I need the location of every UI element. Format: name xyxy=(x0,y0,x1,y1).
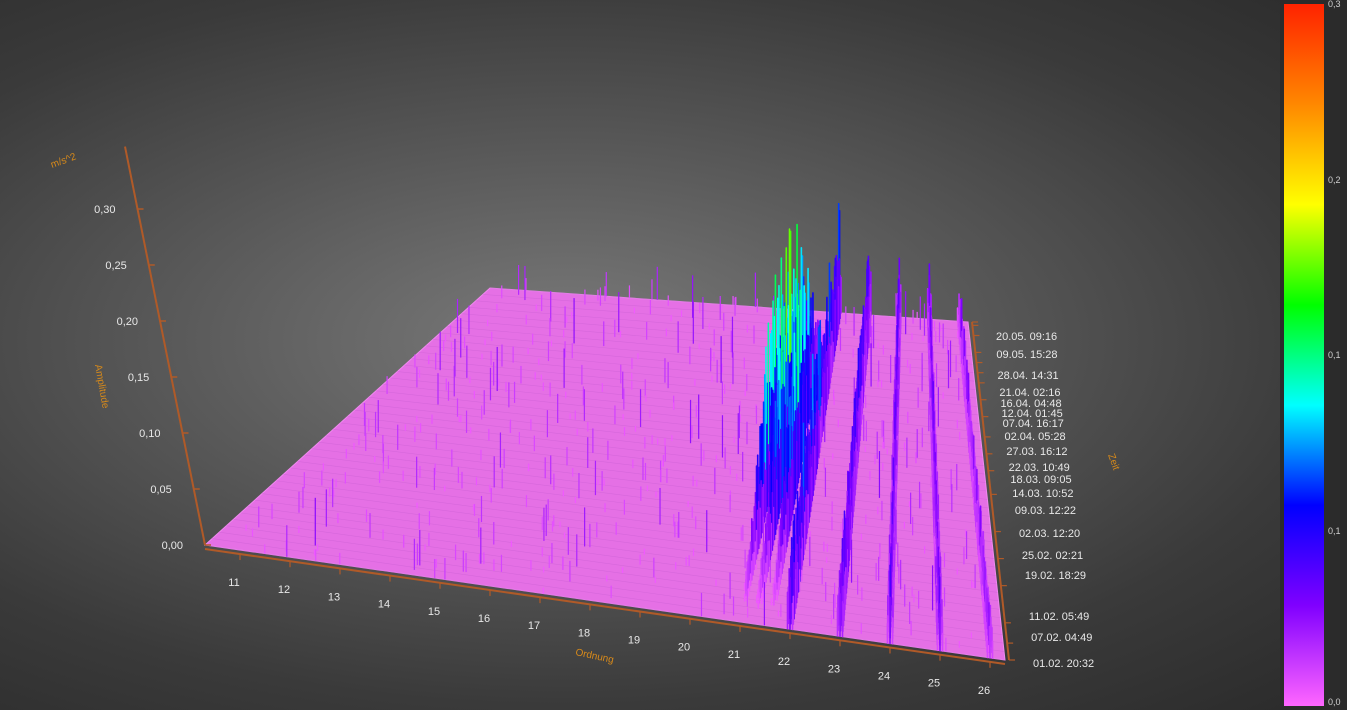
z-axis-tick-label: 01.02. 20:32 xyxy=(1033,658,1094,670)
z-axis-tick-label: 11.02. 05:49 xyxy=(1029,611,1089,623)
z-axis-tick-label: 20.05. 09:16 xyxy=(996,331,1057,343)
surface-ridge-line xyxy=(440,332,975,382)
surface-ridge-line xyxy=(311,448,992,534)
z-axis-line xyxy=(971,321,1010,661)
surface-ridge-line xyxy=(283,474,995,568)
y-axis-tick-label: 0,20 xyxy=(117,316,138,328)
y-axis-tick-label: 0,25 xyxy=(105,260,126,272)
surface-ridge-line xyxy=(361,403,985,475)
y-axis-tick-label: 0,30 xyxy=(94,204,115,216)
z-axis-label: Zeit xyxy=(1105,452,1121,472)
surface-ridge-line xyxy=(304,454,993,542)
surface-plot: 0,00 0,05 0,10 0,15 0,20 0,25 0,30 Amplitude m/s… xyxy=(49,146,1121,697)
z-axis-tick-label: 09.03. 12:22 xyxy=(1015,505,1076,517)
surface-ridge-line xyxy=(261,493,998,593)
z-axis-tick-label: 02.03. 12:20 xyxy=(1019,528,1080,540)
surface-ridge-line xyxy=(461,313,972,357)
z-axis-tick-label: 07.02. 04:49 xyxy=(1031,632,1092,644)
z-axis-tick-label: 07.04. 16:17 xyxy=(1003,418,1064,430)
x-axis-label: Ordnung xyxy=(574,647,614,666)
surface xyxy=(204,202,1006,661)
surface-ridge-line xyxy=(432,339,976,390)
x-axis-tick-label: 19 xyxy=(628,635,640,647)
surface-ridge-line xyxy=(276,480,996,576)
x-axis-tick-label: 22 xyxy=(778,656,790,668)
x-axis-tick-label: 25 xyxy=(928,678,940,690)
z-axis-tick-label: 14.03. 10:52 xyxy=(1012,488,1073,500)
x-axis-line xyxy=(204,548,1006,665)
z-axis-tick-label: 02.04. 05:28 xyxy=(1005,431,1066,443)
surface-base-plane xyxy=(203,287,1006,661)
x-axis-tick-label: 14 xyxy=(378,599,390,611)
x-axis-tick-label: 15 xyxy=(428,606,440,618)
color-scale-tick-label: 0,3 xyxy=(1328,0,1341,9)
surface-ridge-line xyxy=(212,538,1005,652)
x-axis-tick-label: 26 xyxy=(978,685,990,697)
x-axis-tick-label: 23 xyxy=(828,663,840,675)
color-scale-tick-label: 0,1 xyxy=(1328,350,1341,360)
surface-ridge-line xyxy=(482,294,969,331)
surface-ridge-line xyxy=(226,525,1003,635)
x-axis-tick-label: 13 xyxy=(328,591,340,603)
z-axis-tick-label: 22.03. 10:49 xyxy=(1009,462,1070,474)
surface-ridge-line xyxy=(468,306,971,348)
surface-ridge-line xyxy=(233,519,1002,627)
surface-ridge-line xyxy=(297,461,994,551)
surface-ridge-line xyxy=(290,467,994,559)
surface-ridge-line xyxy=(240,512,1001,619)
surface-ridge-line xyxy=(411,358,979,416)
z-axis-tick-label: 16.04. 04:48 xyxy=(1000,398,1061,410)
x-axis-tick-label: 17 xyxy=(528,620,540,632)
x-axis-tick-label: 11 xyxy=(228,577,239,589)
z-axis-tick-label: 25.02. 02:21 xyxy=(1022,550,1083,562)
x-axis-tick-label: 12 xyxy=(278,584,290,596)
x-axis-tick-label: 21 xyxy=(728,649,740,661)
z-axis-tick-label: 18.03. 09:05 xyxy=(1010,474,1071,486)
z-axis-tick-label: 12.04. 01:45 xyxy=(1002,408,1063,420)
surface-ridge-line xyxy=(247,506,1000,610)
surface-ridge-line xyxy=(375,390,983,458)
color-scale-tick-label: 0,2 xyxy=(1328,174,1341,185)
color-scale-bar xyxy=(1284,4,1324,706)
surface-ridge-line xyxy=(418,351,978,407)
surface-ridge-line xyxy=(254,499,999,602)
surface-ridge-line xyxy=(454,319,973,365)
y-axis-line xyxy=(124,146,206,546)
surface-ridge-line xyxy=(354,409,986,483)
x-axis-tick-label: 18 xyxy=(578,627,590,639)
surface-ridge-line xyxy=(269,486,997,585)
x-axis-tick-label: 24 xyxy=(878,670,890,682)
surface-ridge-line xyxy=(489,287,969,323)
surface-ridge-line xyxy=(368,396,984,466)
surface-ridge-line xyxy=(425,345,977,399)
color-scale-legend: 0,0 0,1 0,1 0,2 0,3 xyxy=(1280,0,1347,710)
z-axis-tick-label: 19.02. 18:29 xyxy=(1025,570,1086,582)
surface-ridge-line xyxy=(204,544,1006,661)
x-axis-tick-label: 16 xyxy=(478,613,490,625)
y-axis-tick-label: 0,10 xyxy=(139,428,160,440)
x-axis-tick-label: 20 xyxy=(678,642,690,654)
y-axis-tick-label: 0,05 xyxy=(150,484,171,496)
y-axis-tick-label: 0,00 xyxy=(162,540,183,552)
z-axis-tick-label: 09.05. 15:28 xyxy=(996,349,1057,361)
y-axis-label: Amplitude xyxy=(92,364,111,410)
z-axis-tick-label: 27.03. 16:12 xyxy=(1006,446,1067,458)
surface-ridge-line xyxy=(383,384,982,450)
color-scale-tick-label: 0,0 xyxy=(1328,697,1341,707)
y-axis-tick-label: 0,15 xyxy=(128,372,149,384)
surface-ridge-line xyxy=(397,371,981,433)
color-scale-tick-label: 0,1 xyxy=(1328,525,1341,536)
y-axis-unit: m/s^2 xyxy=(49,151,78,171)
z-axis-tick-label: 28.04. 14:31 xyxy=(997,370,1058,382)
surface-ridge-line xyxy=(475,300,970,340)
z-axis-tick-label: 21.04. 02:16 xyxy=(999,387,1060,399)
surface-ridge-line xyxy=(404,364,980,424)
